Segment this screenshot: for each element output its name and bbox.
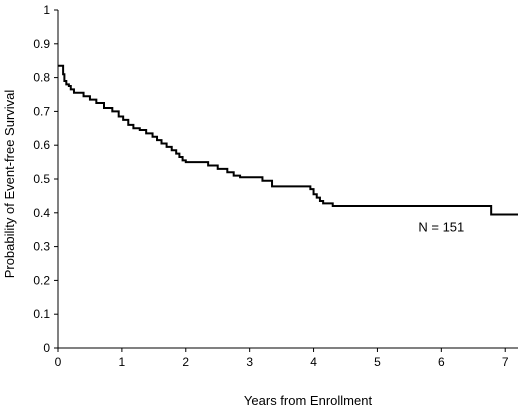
sample-size-annotation: N = 151 [418, 219, 464, 234]
x-axis-title: Years from Enrollment [244, 393, 373, 408]
y-axis-title: Probability of Event-free Survival [2, 90, 17, 279]
y-tick-label: 0.4 [33, 206, 50, 220]
annotations: N = 151 [418, 219, 464, 234]
x-tick-label: 6 [438, 355, 445, 369]
y-tick-label: 0.6 [33, 138, 50, 152]
x-tick-label: 7 [502, 355, 509, 369]
y-tick-label: 0.1 [33, 307, 50, 321]
survival-curve [58, 64, 518, 216]
y-tick-label: 0.5 [33, 172, 50, 186]
x-tick-label: 3 [246, 355, 253, 369]
x-tick-label: 0 [55, 355, 62, 369]
x-axis: 0 1 2 3 4 5 6 7 [55, 347, 518, 369]
y-tick-label: 0.3 [33, 240, 50, 254]
series-group [58, 64, 518, 216]
y-axis: 0 0.1 0.2 0.3 0.4 0.5 0.6 0.7 0.8 0.9 1 [33, 3, 59, 355]
x-tick-label: 4 [310, 355, 317, 369]
y-tick-label: 0.7 [33, 104, 50, 118]
y-tick-label: 1 [43, 3, 50, 17]
x-tick-label: 2 [182, 355, 189, 369]
y-tick-label: 0.8 [33, 71, 50, 85]
x-tick-label: 1 [119, 355, 126, 369]
x-tick-label: 5 [374, 355, 381, 369]
y-tick-label: 0 [43, 341, 50, 355]
y-tick-label: 0.2 [33, 273, 50, 287]
y-tick-label: 0.9 [33, 37, 50, 51]
